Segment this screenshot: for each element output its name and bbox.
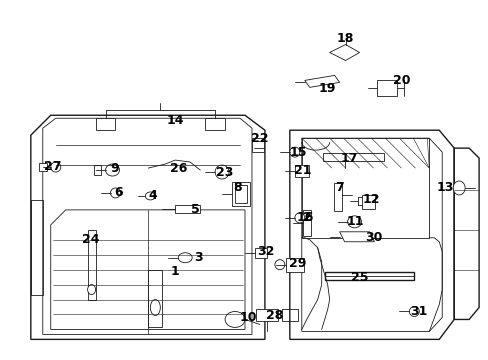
Polygon shape bbox=[304, 75, 339, 87]
Bar bbox=[39, 163, 47, 171]
Text: 2: 2 bbox=[303, 211, 311, 224]
Text: 15: 15 bbox=[289, 145, 307, 159]
Polygon shape bbox=[339, 232, 374, 242]
Bar bbox=[301, 138, 428, 238]
Text: 8: 8 bbox=[233, 181, 242, 194]
Ellipse shape bbox=[105, 164, 119, 176]
Bar bbox=[294, 165, 308, 177]
Text: 19: 19 bbox=[318, 82, 336, 95]
Text: 23: 23 bbox=[216, 166, 233, 179]
Bar bbox=[361, 195, 375, 209]
Bar bbox=[235, 185, 246, 203]
Ellipse shape bbox=[452, 181, 464, 195]
Bar bbox=[255, 310, 277, 321]
Text: 18: 18 bbox=[336, 32, 354, 45]
Bar bbox=[322, 153, 384, 161]
Text: 21: 21 bbox=[293, 163, 311, 176]
Text: 14: 14 bbox=[166, 114, 183, 127]
Text: 13: 13 bbox=[436, 181, 453, 194]
Bar bbox=[285, 258, 303, 272]
Text: 3: 3 bbox=[193, 251, 202, 264]
Bar bbox=[302, 210, 310, 236]
Ellipse shape bbox=[347, 216, 361, 228]
Bar bbox=[281, 310, 297, 321]
Text: 25: 25 bbox=[350, 271, 367, 284]
Bar bbox=[31, 200, 42, 294]
Ellipse shape bbox=[51, 162, 61, 172]
Text: 28: 28 bbox=[265, 309, 283, 322]
Ellipse shape bbox=[289, 147, 299, 157]
Text: 17: 17 bbox=[340, 152, 358, 165]
Bar bbox=[87, 230, 95, 300]
Ellipse shape bbox=[87, 285, 95, 294]
Text: 24: 24 bbox=[81, 233, 99, 246]
Text: 31: 31 bbox=[410, 305, 427, 318]
Text: 9: 9 bbox=[110, 162, 119, 175]
Ellipse shape bbox=[408, 306, 419, 316]
Text: 4: 4 bbox=[148, 189, 157, 202]
Text: 1: 1 bbox=[170, 265, 179, 278]
Ellipse shape bbox=[145, 192, 155, 200]
Text: 30: 30 bbox=[364, 231, 382, 244]
Text: 7: 7 bbox=[335, 181, 343, 194]
Ellipse shape bbox=[274, 260, 285, 270]
Bar bbox=[254, 248, 266, 258]
Ellipse shape bbox=[150, 300, 160, 315]
Bar bbox=[232, 182, 249, 206]
Text: 6: 6 bbox=[114, 186, 122, 199]
Polygon shape bbox=[329, 45, 359, 60]
Text: 12: 12 bbox=[362, 193, 380, 206]
Text: 20: 20 bbox=[392, 74, 409, 87]
Ellipse shape bbox=[178, 253, 192, 263]
Text: 29: 29 bbox=[288, 257, 306, 270]
Ellipse shape bbox=[215, 165, 228, 179]
Ellipse shape bbox=[110, 188, 120, 198]
Bar bbox=[251, 138, 264, 152]
Bar bbox=[175, 205, 200, 213]
Text: 16: 16 bbox=[295, 211, 313, 224]
Ellipse shape bbox=[294, 213, 304, 223]
Text: 22: 22 bbox=[251, 132, 268, 145]
Text: 32: 32 bbox=[257, 245, 274, 258]
Text: 27: 27 bbox=[44, 159, 61, 172]
Text: 5: 5 bbox=[190, 203, 199, 216]
Bar bbox=[377, 80, 397, 96]
Ellipse shape bbox=[224, 311, 244, 328]
Text: 11: 11 bbox=[346, 215, 364, 228]
Bar bbox=[95, 118, 115, 130]
Bar bbox=[148, 270, 162, 328]
Text: 10: 10 bbox=[239, 311, 256, 324]
Text: 26: 26 bbox=[169, 162, 186, 175]
Bar bbox=[205, 118, 224, 130]
Bar bbox=[333, 183, 341, 211]
Bar bbox=[93, 165, 101, 175]
Bar bbox=[324, 272, 413, 280]
